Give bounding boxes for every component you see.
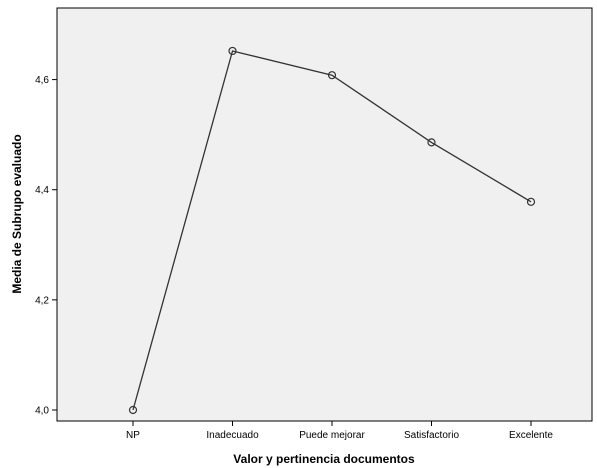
y-tick-label: 4,6 <box>35 75 49 86</box>
data-point <box>228 46 237 56</box>
x-tick-label: Puede mejorar <box>299 430 365 441</box>
data-point <box>327 71 337 80</box>
y-tick-label: 4,2 <box>35 295 49 306</box>
series-group <box>128 46 536 415</box>
x-tick-label: Inadecuado <box>206 430 259 441</box>
y-tick-label: 4,4 <box>35 185 49 196</box>
x-axis-title: Valor y pertinencia documentos <box>233 452 415 466</box>
x-tick-label: Satisfactorio <box>404 430 459 441</box>
x-tick-label: Excelente <box>509 430 553 441</box>
y-axis: 4,0 4,2 4,4 4,6 <box>35 75 57 416</box>
y-axis-title: Media de Subrupo evaluado <box>10 134 24 293</box>
data-point <box>128 405 138 415</box>
x-axis: NP Inadecuado Puede mejorar Satisfactorio Ex… <box>126 421 553 441</box>
data-point <box>427 138 436 147</box>
y-tick-label: 4,0 <box>35 405 49 416</box>
x-tick-label: NP <box>126 430 140 441</box>
data-point <box>526 197 536 206</box>
plot-area <box>56 7 593 422</box>
series-line <box>132 50 532 411</box>
